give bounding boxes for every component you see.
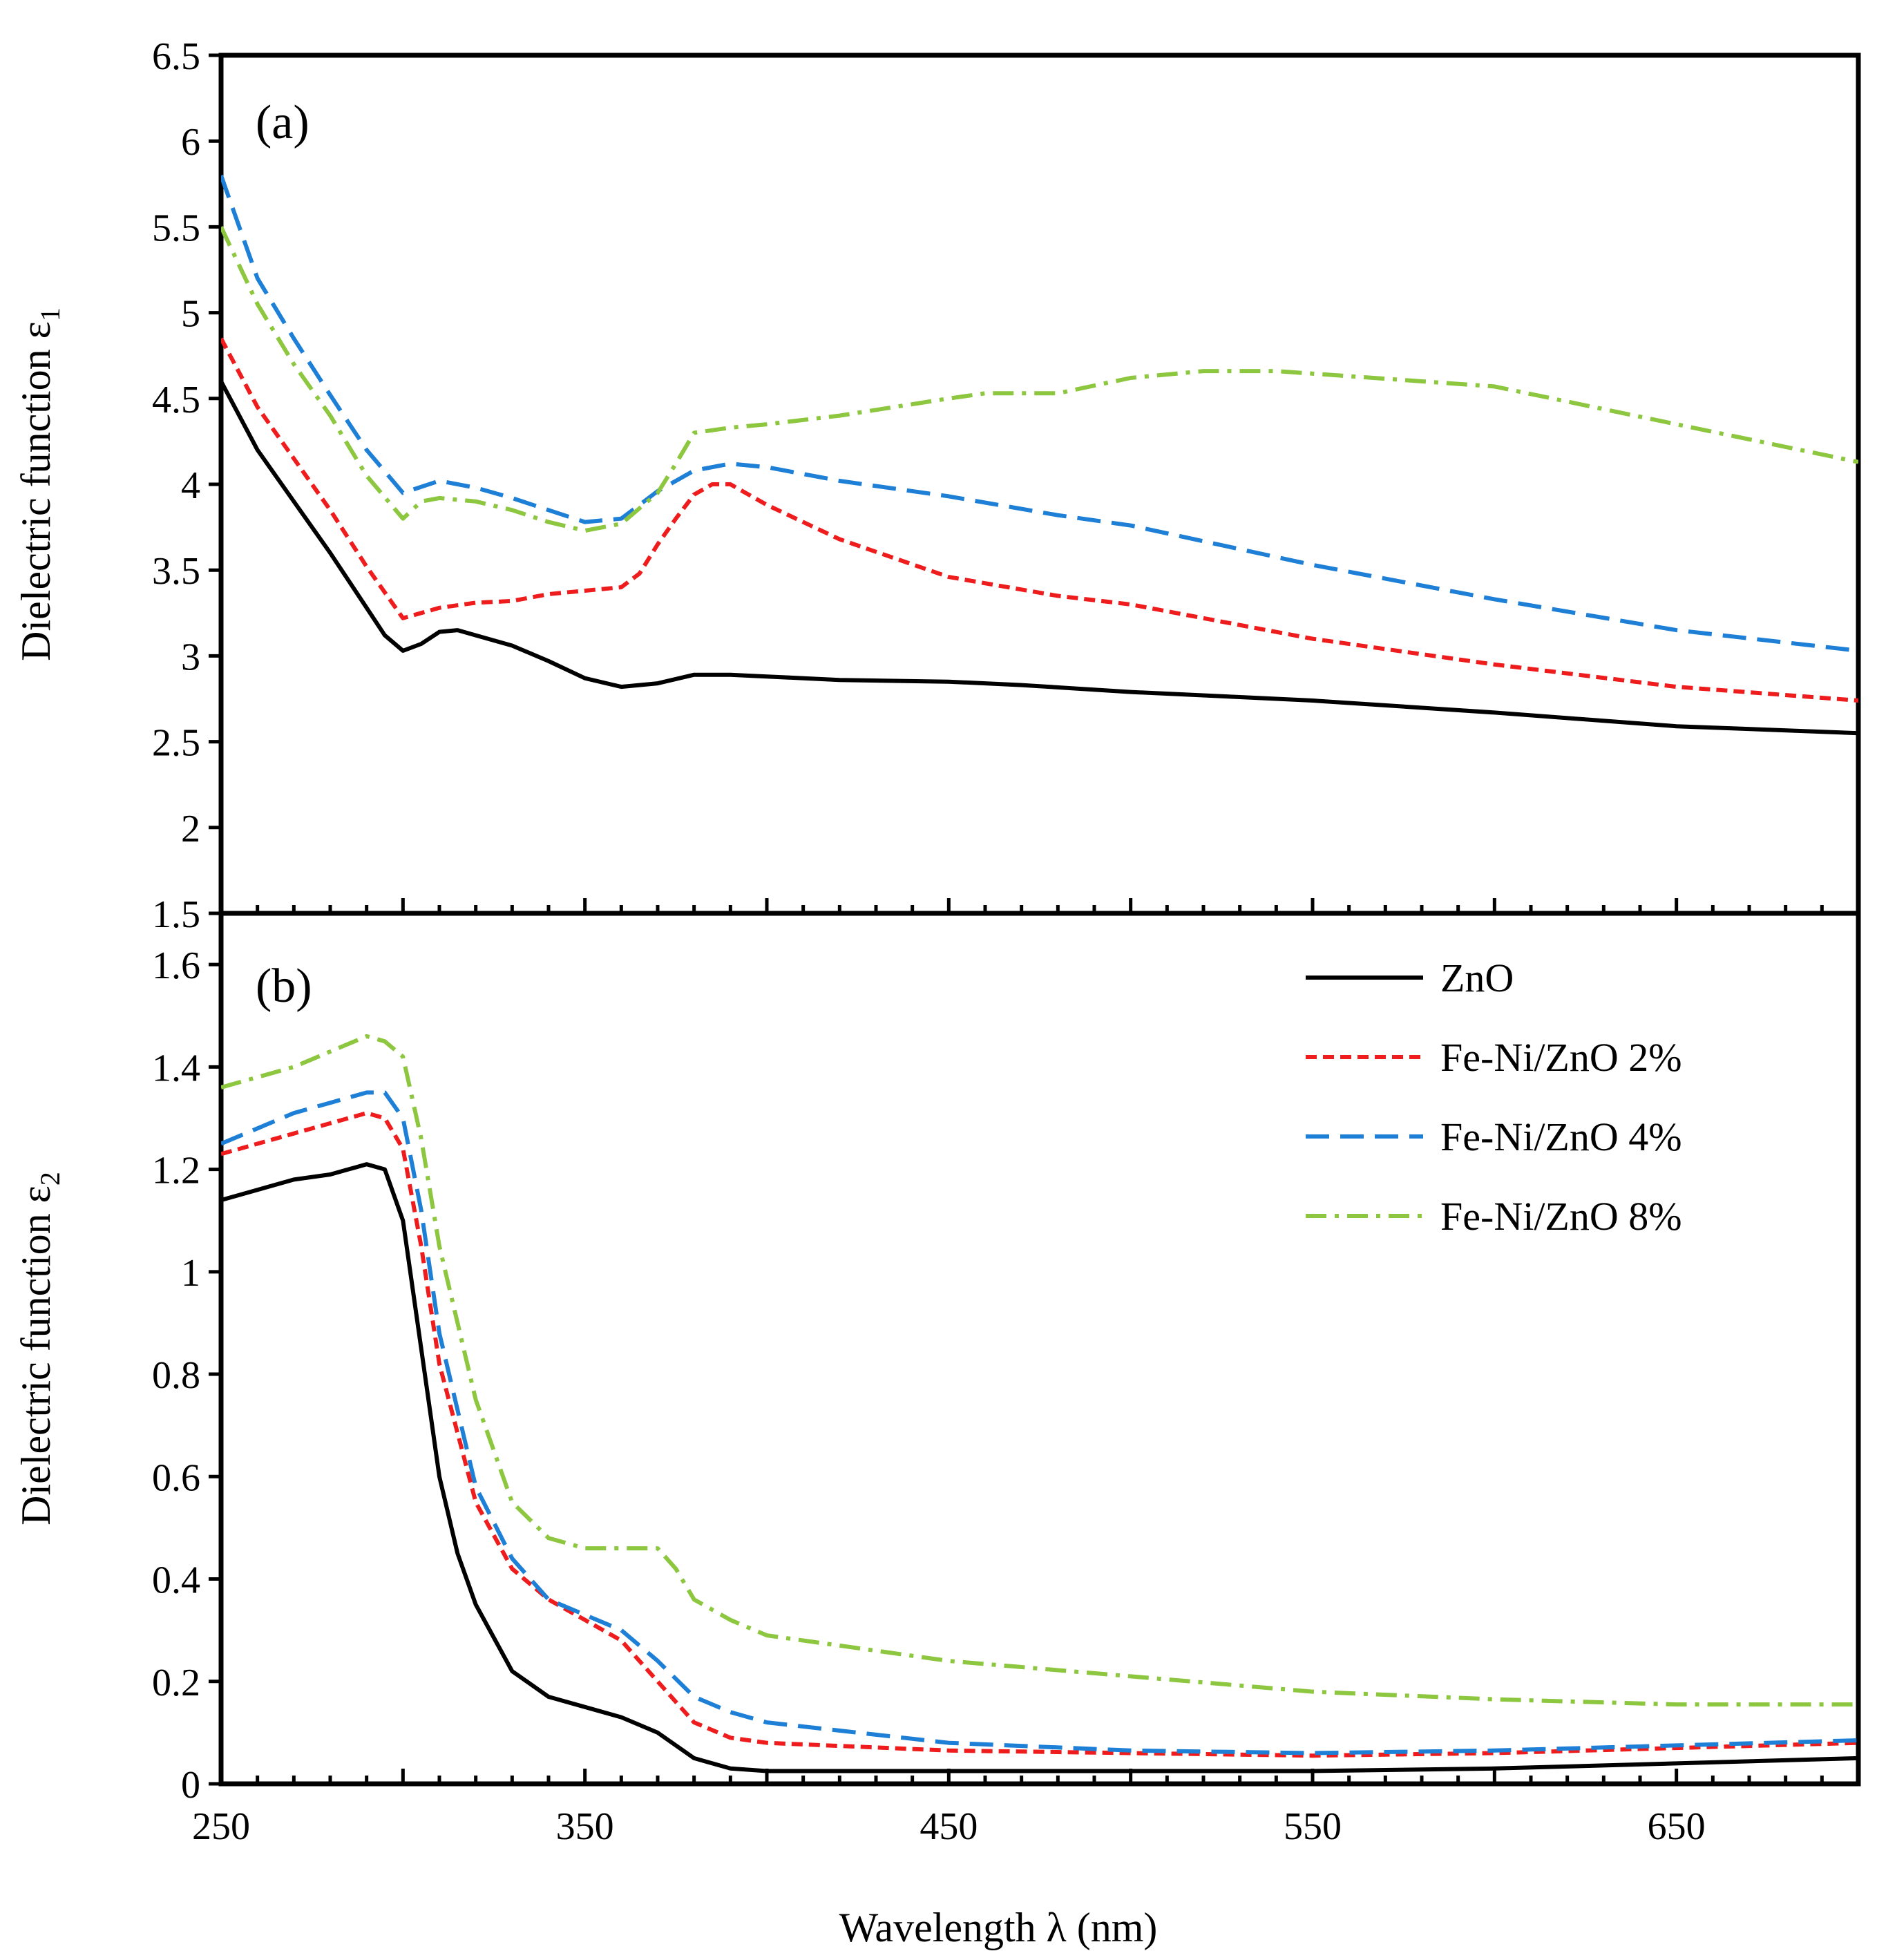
y-tick-label: 5.5: [152, 207, 200, 249]
series-line-zno: [221, 380, 1858, 736]
series-line-fe-ni-zno-2: [221, 1111, 1858, 1758]
panel-a: 1.5 2 2.5 3 3.5 4 4.5 5 5.5 6 6.5 Dielectric functi…: [13, 35, 1861, 936]
y-tick-label: 0.2: [152, 1662, 200, 1704]
y-axis-title-subscript: 1: [35, 307, 66, 321]
panel-label: (b): [256, 960, 312, 1013]
x-axis-title: Wavelength λ (nm): [839, 1905, 1158, 1950]
x-tick-label: 550: [1284, 1805, 1342, 1848]
y-tick-label: 0.8: [152, 1354, 200, 1397]
x-tick-label: 650: [1648, 1805, 1706, 1848]
series-line-fe-ni-zno-8: [221, 1034, 1858, 1707]
series-line-fe-ni-zno-4: [221, 174, 1858, 653]
y-tick-label: 0.4: [152, 1559, 200, 1602]
legend-item: Fe-Ni/ZnO 2%: [1306, 1035, 1682, 1080]
y-tick-label: 3.5: [152, 550, 200, 593]
panel-b: 250 350 450 550 650 Wavelength λ (nm) 0 0.2 0.4 0…: [13, 911, 1861, 1950]
legend-label: ZnO: [1440, 955, 1514, 1000]
series-line-zno: [221, 1162, 1858, 1773]
series-line-fe-ni-zno-8: [221, 226, 1858, 533]
y-tick-label: 3: [181, 636, 200, 678]
x-tick-label: 350: [556, 1805, 614, 1848]
y-tick-label: 1.5: [152, 893, 200, 936]
x-tick-label: 450: [920, 1805, 978, 1848]
y-tick-label: 1.2: [152, 1150, 200, 1192]
x-tick-label: 250: [192, 1805, 250, 1848]
y-tick-label: 4.5: [152, 379, 200, 421]
y-tick-label: 0: [181, 1764, 200, 1807]
y-tick-label: 6: [181, 121, 200, 164]
legend-item: ZnO: [1306, 955, 1514, 1000]
y-tick-label: 1.4: [152, 1047, 200, 1090]
panel-label: (a): [256, 96, 309, 149]
legend-label: Fe-Ni/ZnO 8%: [1440, 1194, 1682, 1239]
y-tick-label: 2: [181, 808, 200, 850]
legend-item: Fe-Ni/ZnO 8%: [1306, 1194, 1682, 1239]
y-tick-label: 1: [181, 1252, 200, 1295]
y-tick-label: 0.6: [152, 1456, 200, 1499]
y-axis-title: Dielectric function ε2: [13, 1172, 66, 1525]
plot-frame: [218, 911, 1861, 1787]
y-axis-title-text: Dielectric function ε: [13, 1186, 59, 1525]
y-axis-title-text: Dielectric function ε: [13, 321, 59, 661]
y-tick-label: 6.5: [152, 35, 200, 78]
y-axis-title-subscript: 2: [35, 1172, 66, 1186]
y-tick-label: 4: [181, 464, 200, 507]
y-axis-title: Dielectric function ε1: [13, 307, 66, 661]
legend: ZnO Fe-Ni/ZnO 2% Fe-Ni/ZnO 4% Fe-Ni/ZnO 8%: [1306, 955, 1682, 1239]
y-tick-label: 5: [181, 293, 200, 336]
legend-label: Fe-Ni/ZnO 2%: [1440, 1035, 1682, 1080]
y-tick-label: 1.6: [152, 944, 200, 987]
legend-label: Fe-Ni/ZnO 4%: [1440, 1114, 1682, 1159]
y-tick-label: 2.5: [152, 722, 200, 765]
series-line-fe-ni-zno-2: [221, 337, 1858, 703]
series-line-fe-ni-zno-4: [221, 1090, 1858, 1756]
legend-item: Fe-Ni/ZnO 4%: [1306, 1114, 1682, 1159]
